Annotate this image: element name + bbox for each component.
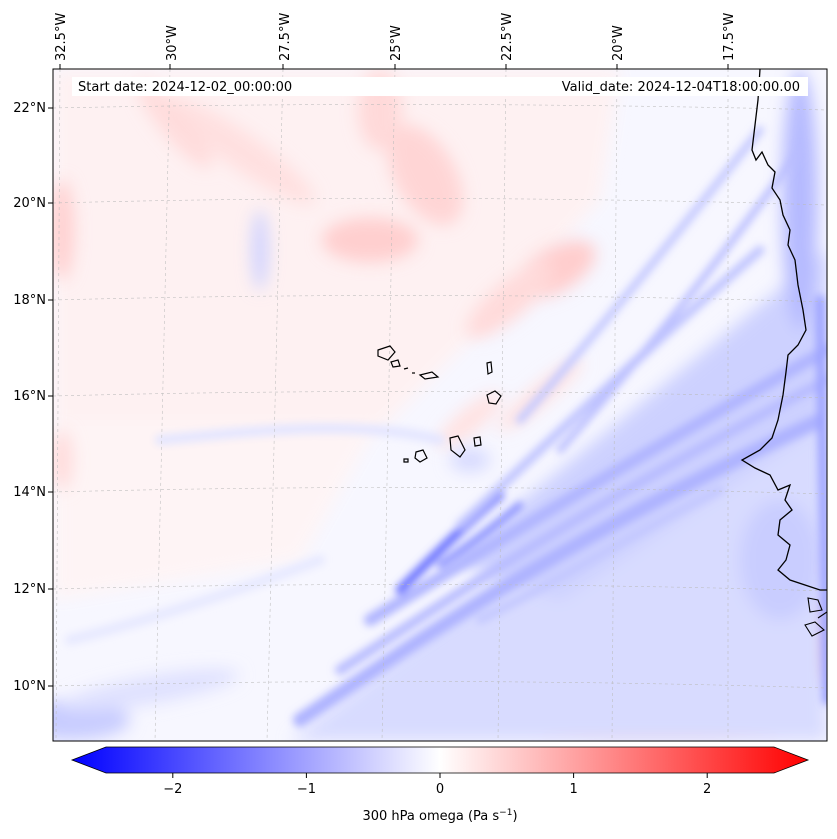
- latitude-ticks: 22°N 20°N 18°N 16°N 14°N 12°N 10°N: [13, 101, 53, 694]
- colorbar-tick-label: −2: [163, 782, 182, 797]
- colorbar-tick-label: 0: [436, 782, 444, 797]
- lat-tick-label: 16°N: [13, 389, 46, 404]
- lat-tick-label: 14°N: [13, 485, 46, 500]
- colorbar-tick-label: 1: [569, 782, 577, 797]
- lon-tick-label: 30°W: [165, 25, 180, 61]
- omega-field: [53, 69, 827, 741]
- map-frame: [52, 68, 828, 742]
- lon-tick-label: 32.5°W: [54, 13, 69, 61]
- africa-coastline: [740, 69, 827, 591]
- lat-tick-label: 12°N: [13, 582, 46, 597]
- lat-tick-label: 18°N: [13, 293, 46, 308]
- lon-tick-label: 22.5°W: [500, 13, 515, 61]
- lon-tick-label: 17.5°W: [722, 13, 737, 61]
- longitude-ticks: 32.5°W 30°W 27.5°W 25°W 22.5°W 20°W 17.5…: [54, 13, 737, 69]
- lon-tick-label: 25°W: [389, 25, 404, 61]
- colorbar-label: 300 hPa omega (Pa s−1): [362, 808, 517, 824]
- lat-tick-label: 10°N: [13, 679, 46, 694]
- cape-verde-islands: [377, 345, 502, 463]
- start-date-label: Start date: 2024-12-02_00:00:00: [78, 80, 292, 95]
- lat-tick-label: 20°N: [13, 196, 46, 211]
- gridlines: [53, 69, 827, 741]
- guinea-bissau-islands: [804, 597, 827, 637]
- colorbar-tick-label: −1: [297, 782, 316, 797]
- colorbar-tick-label: 2: [703, 782, 711, 797]
- lon-tick-label: 20°W: [611, 25, 626, 61]
- lon-tick-label: 27.5°W: [278, 13, 293, 61]
- valid-date-label: Valid_date: 2024-12-04T18:00:00.00: [562, 80, 800, 95]
- colorbar-body: [70, 746, 810, 774]
- lat-tick-label: 22°N: [13, 101, 46, 116]
- colorbar: −2 −1 0 1 2 300 hPa omega (Pa s−1): [70, 746, 810, 824]
